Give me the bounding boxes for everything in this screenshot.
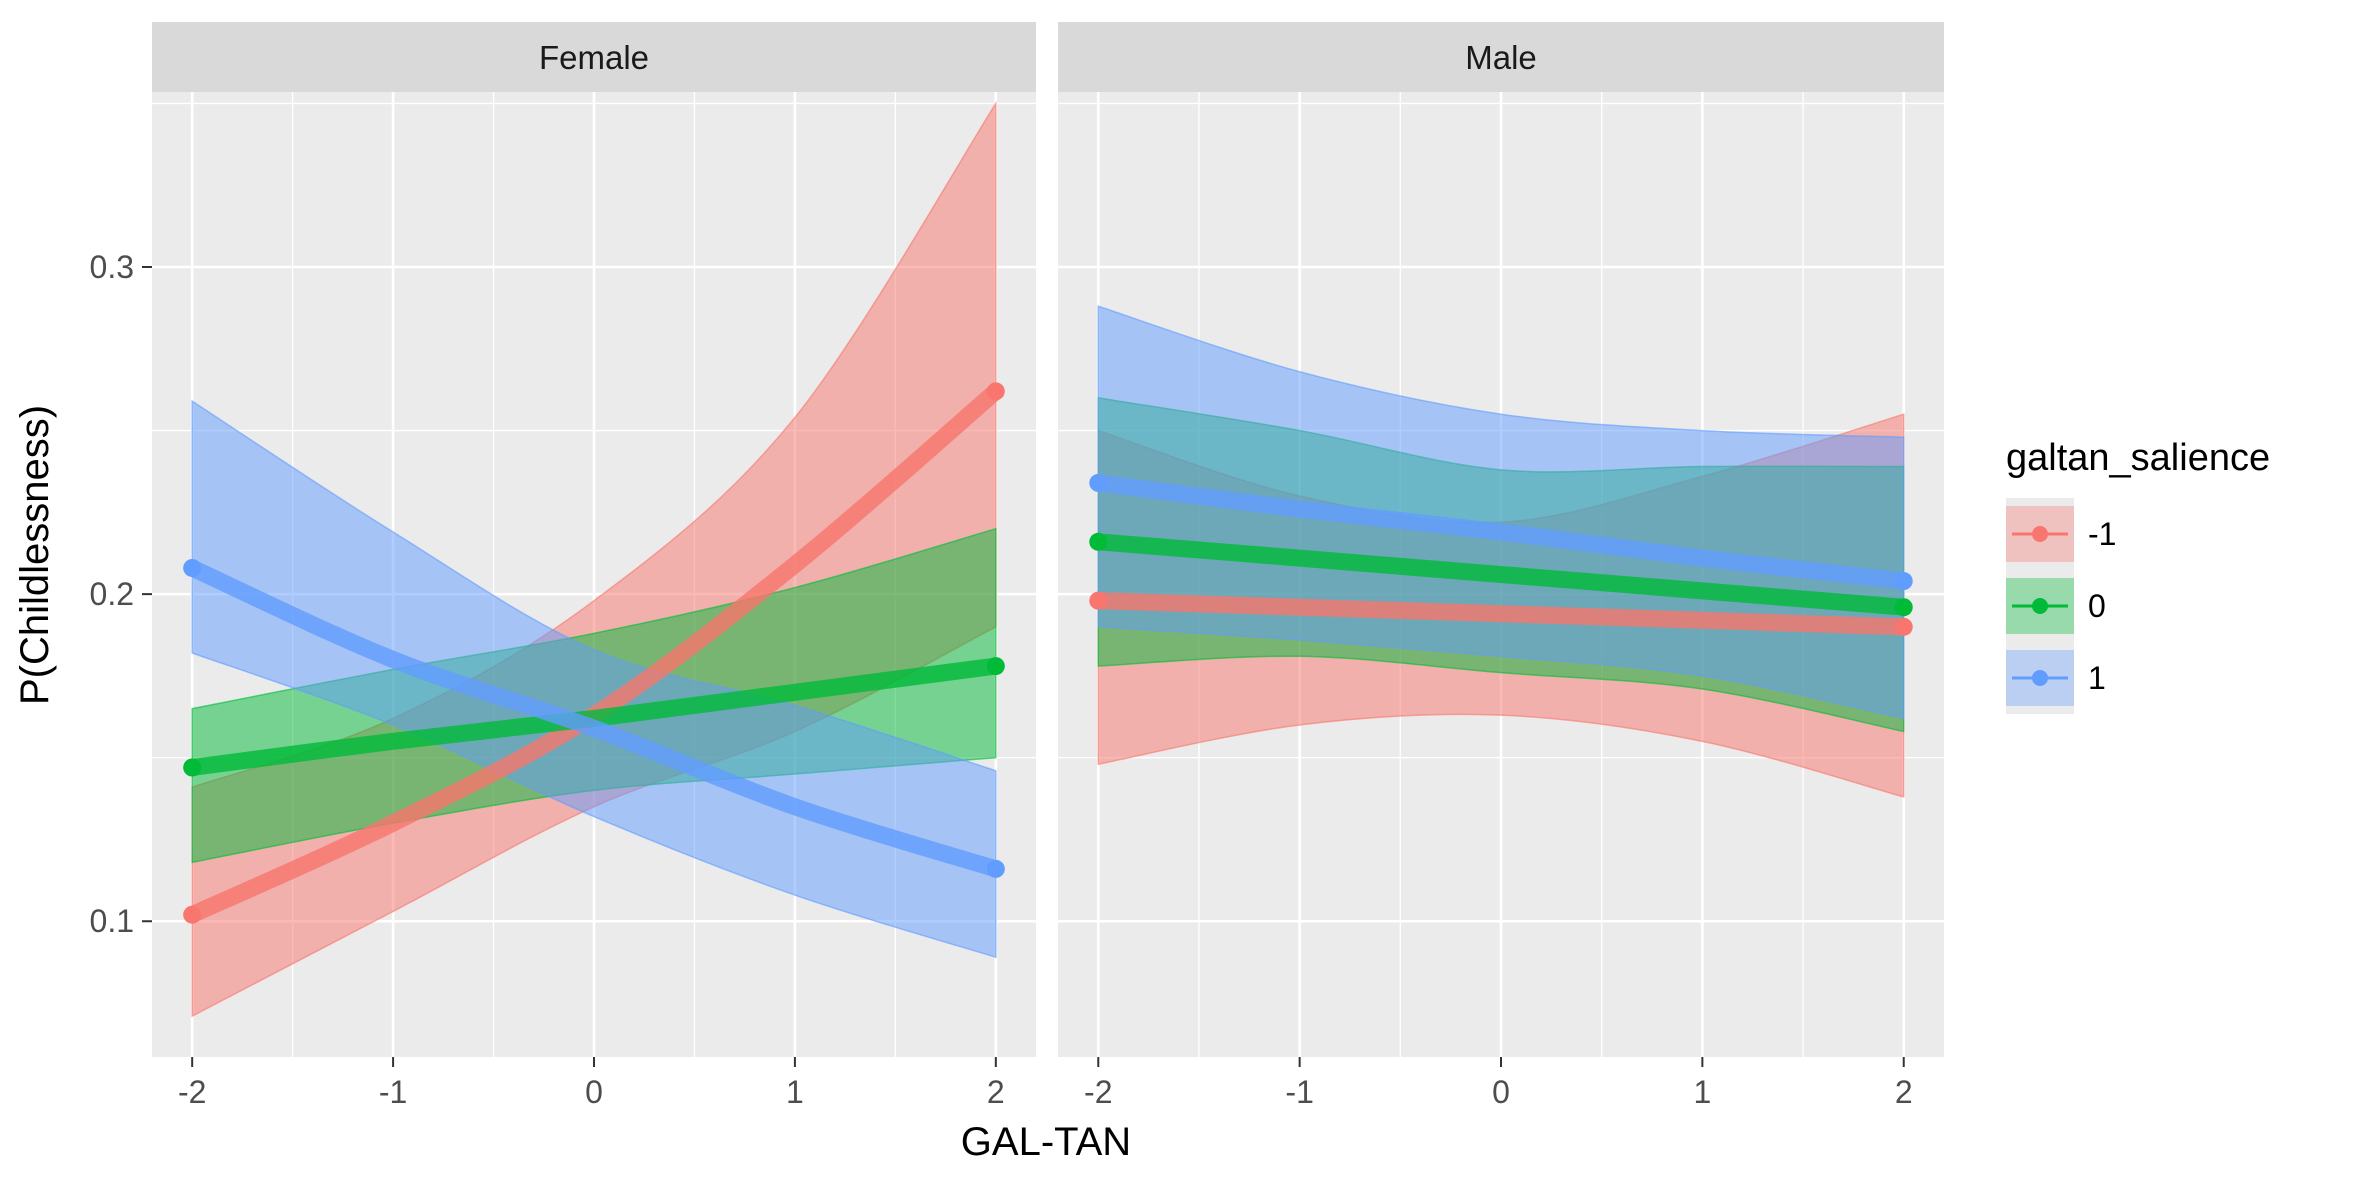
x-tick-label: 2: [1895, 1074, 1913, 1110]
point-series-0: [986, 657, 1005, 676]
facet-strip-label: Male: [1465, 39, 1537, 76]
x-tick-label: 1: [1693, 1074, 1711, 1110]
y-axis-title: P(Childlessness): [13, 405, 57, 705]
point-series--1: [986, 382, 1005, 401]
legend-key-point: [2032, 598, 2048, 614]
x-tick-label: -1: [1285, 1074, 1313, 1110]
x-tick-label: 0: [1492, 1074, 1510, 1110]
facet-panel-female: Female: [152, 22, 1036, 1057]
legend-key-point: [2032, 526, 2048, 542]
facet-panel-male: Male: [1058, 22, 1944, 1057]
line-series-1: [183, 559, 1005, 878]
line-series-1: [1089, 474, 1913, 590]
facet-strip: [1058, 22, 1944, 92]
legend-key-point: [2032, 670, 2048, 686]
facet-strip: [152, 22, 1036, 92]
x-tick-label: -2: [1084, 1074, 1112, 1110]
legend-label: 0: [2088, 588, 2106, 624]
line-series-0: [183, 657, 1005, 776]
legend: galtan_salience -1 0 1: [2006, 437, 2270, 714]
y-tick-label: 0.3: [90, 249, 134, 285]
legend-item-1: 1: [2006, 642, 2106, 714]
legend-item--1: -1: [2006, 498, 2116, 570]
point-series--1: [1089, 591, 1108, 610]
point-series-0: [183, 758, 202, 777]
point-series--1: [183, 905, 202, 924]
point-series--1: [1894, 617, 1913, 636]
legend-item-0: 0: [2006, 570, 2106, 642]
x-axis-title: GAL-TAN: [961, 1120, 1131, 1164]
x-tick-label: 0: [585, 1074, 603, 1110]
x-tick-label: -1: [379, 1074, 407, 1110]
point-series-1: [183, 558, 202, 577]
point-series-1: [1894, 572, 1913, 591]
point-series-1: [986, 859, 1005, 878]
x-tick-label: 1: [786, 1074, 804, 1110]
line-series-0: [1089, 533, 1913, 616]
point-series-1: [1089, 473, 1108, 492]
y-tick-label: 0.1: [90, 903, 134, 939]
legend-label: -1: [2088, 516, 2116, 552]
facet-strip-label: Female: [539, 39, 649, 76]
line-series--1: [1089, 592, 1913, 636]
legend-label: 1: [2088, 660, 2106, 696]
x-tick-label: -2: [178, 1074, 206, 1110]
y-tick-label: 0.2: [90, 576, 134, 612]
legend-title: galtan_salience: [2006, 437, 2270, 479]
ribbon-series-1: [191, 399, 997, 959]
point-series-0: [1894, 598, 1913, 617]
x-tick-label: 2: [987, 1074, 1005, 1110]
point-series-0: [1089, 532, 1108, 551]
